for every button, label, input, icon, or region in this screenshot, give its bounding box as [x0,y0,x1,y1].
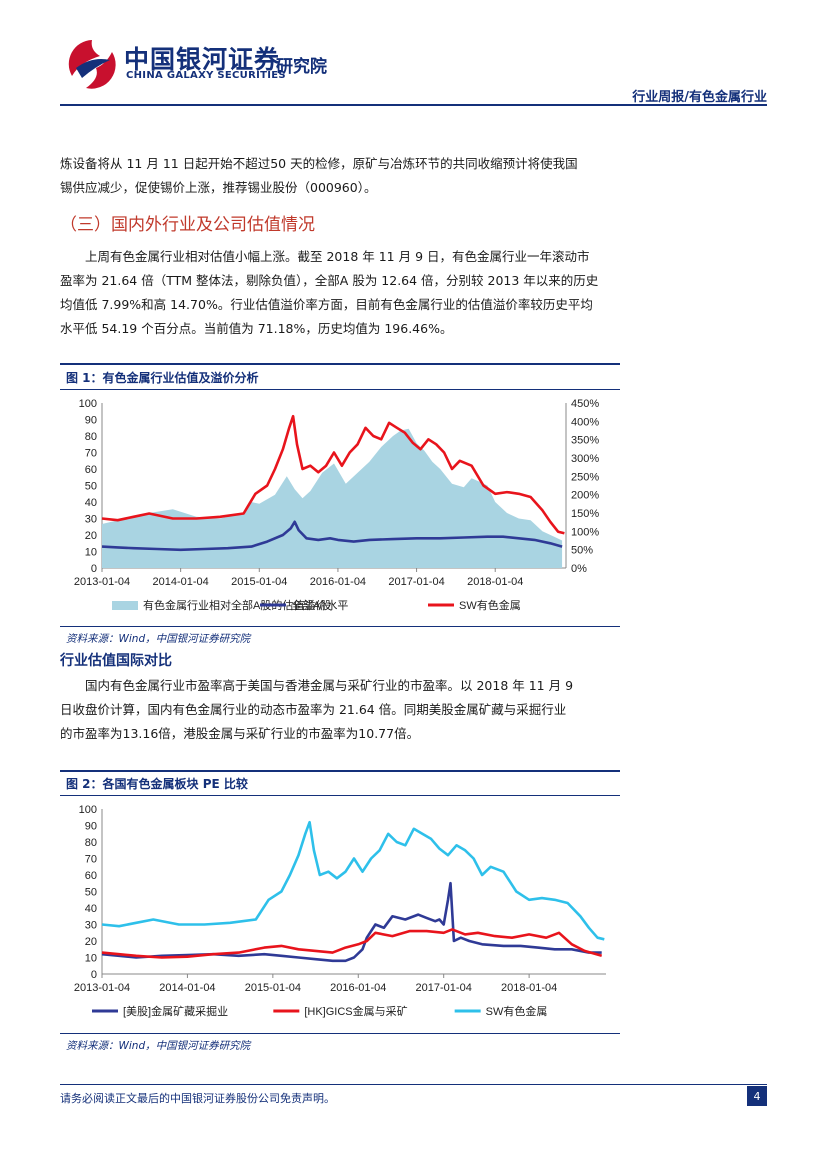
y-tick-label: 50 [85,887,97,899]
legend-label: SW有色金属 [486,1004,548,1018]
x-tick-label: 2016-01-04 [330,982,386,994]
paragraph-line: 盈率为 21.64 倍（TTM 整体法，剔除负值），全部A 股为 12.64 倍… [60,273,599,288]
y-tick-label: 80 [85,431,97,443]
x-tick-label: 2013-01-04 [74,982,130,994]
subsection-heading: 行业估值国际对比 [60,653,172,669]
page-number: 4 [747,1086,767,1106]
figure-2-source: 资料来源：Wind，中国银河证券研究院 [66,1040,251,1052]
y-tick-label: 40 [85,903,97,915]
figure-1-title-rule [60,389,620,390]
figure-2-top-rule [60,770,620,772]
y-tick-label: 60 [85,870,97,882]
paragraph-line: 水平低 54.19 个百分点。当前值为 71.18%，历史均值为 196.46%… [60,321,453,336]
x-tick-label: 2013-01-04 [74,576,130,588]
y-right-tick-label: 350% [571,435,599,447]
series-line-3 [101,820,605,941]
y-right-tick-label: 400% [571,416,599,428]
legend-swatch [112,601,138,610]
section-title: （三）国内外行业及公司估值情况 [60,215,315,235]
figure-1-title: 图 1：有色金属行业估值及溢价分析 [66,371,259,385]
figure-2-title-rule [60,795,620,796]
galaxy-logo [68,40,116,89]
y-right-tick-label: 100% [571,526,599,538]
y-tick-label: 100 [79,398,97,410]
paragraph-line: 锡供应减少，促使锡价上涨，推荐锡业股份（000960）。 [60,180,377,195]
paragraph-line: 国内有色金属行业市盈率高于美国与香港金属与采矿行业的市盈率。以 2018 年 1… [85,678,574,693]
paragraph-valuation: 上周有色金属行业相对估值小幅上涨。截至 2018 年 11 月 9 日，有色金属… [60,245,620,341]
y-tick-label: 10 [85,953,97,965]
y-tick-label: 70 [85,448,97,460]
legend-label: [美股]金属矿藏采掘业 [123,1004,228,1018]
legend-label: SW有色金属 [459,598,521,612]
paragraph-tin: 炼设备将从 11 月 11 日起开始不超过50 天的检修，原矿与冶炼环节的共同收… [60,152,620,200]
figure-1-source: 资料来源：Wind，中国银河证券研究院 [66,633,251,645]
x-tick-label: 2017-01-04 [388,576,444,588]
legend-label: 全部A股 [291,598,331,612]
y-tick-label: 30 [85,920,97,932]
y-tick-label: 20 [85,936,97,948]
x-tick-label: 2016-01-04 [310,576,366,588]
paragraph-line: 的市盈率为13.16倍，港股金属与采矿行业的市盈率为10.77倍。 [60,726,420,741]
y-tick-label: 50 [85,481,97,493]
y-right-tick-label: 50% [571,545,593,557]
y-right-tick-label: 0% [571,563,587,575]
y-tick-label: 10 [85,547,97,559]
y-right-tick-label: 300% [571,453,599,465]
y-tick-label: 0 [91,563,97,575]
legend-label: [HK]GICS金属与采矿 [304,1004,407,1018]
y-tick-label: 60 [85,464,97,476]
paragraph-line: 均值低 7.99%和高 14.70%。行业估值溢价率方面，目前有色金属行业的估值… [60,297,593,312]
x-tick-label: 2018-01-04 [467,576,523,588]
y-right-tick-label: 150% [571,508,599,520]
brand-name-cn: 中国银河证券 [124,45,281,74]
x-tick-label: 2015-01-04 [245,982,301,994]
header-divider [60,104,767,106]
y-tick-label: 20 [85,530,97,542]
series-line-1 [101,881,602,963]
y-tick-label: 40 [85,497,97,509]
x-tick-label: 2014-01-04 [153,576,209,588]
figure-2-title: 图 2：各国有色金属板块 PE 比较 [66,777,248,791]
series-line-2 [101,928,603,959]
y-tick-label: 80 [85,837,97,849]
figure-2-bottom-rule [60,1033,620,1034]
paragraph-line: 日收盘价计算，国内有色金属行业的动态市盈率为 21.64 倍。同期美股金属矿藏与… [60,702,567,717]
legend-label: 有色金属行业相对全部A股的估值溢价水平 [143,598,348,612]
figure-1-bottom-rule [60,626,620,627]
x-tick-label: 2017-01-04 [416,982,472,994]
y-right-tick-label: 250% [571,471,599,483]
y-tick-label: 90 [85,415,97,427]
figure-1-chart: 0 10 20 30 40 50 60 70 80 90 100 0% 50% 100% 150% 200% 2… [74,398,599,612]
y-tick-label: 100 [79,804,97,816]
institute-label: 研究院 [276,57,327,77]
footer-disclaimer: 请务必阅读正文最后的中国银河证券股份公司免责声明。 [60,1092,335,1105]
paragraph-line: 上周有色金属行业相对估值小幅上涨。截至 2018 年 11 月 9 日，有色金属… [85,249,590,264]
y-tick-label: 30 [85,514,97,526]
series-line-2 [101,520,563,552]
figure-1-top-rule [60,363,620,365]
report-type: 行业周报/有色金属行业 [632,90,767,105]
y-right-tick-label: 450% [571,398,599,410]
y-tick-label: 70 [85,854,97,866]
paragraph-line: 炼设备将从 11 月 11 日起开始不超过50 天的检修，原矿与冶炼环节的共同收… [60,156,578,171]
y-tick-label: 0 [91,969,97,981]
series-area-premium [102,428,563,568]
x-tick-label: 2018-01-04 [501,982,557,994]
x-tick-label: 2014-01-04 [159,982,215,994]
y-tick-label: 90 [85,821,97,833]
paragraph-international: 国内有色金属行业市盈率高于美国与香港金属与采矿行业的市盈率。以 2018 年 1… [60,674,620,746]
y-right-tick-label: 200% [571,490,599,502]
series-line-3 [101,414,565,535]
footer-divider [60,1084,767,1085]
brand-name-en: CHINA GALAXY SECURITIES [126,70,286,81]
x-tick-label: 2015-01-04 [231,576,287,588]
figure-2-chart: 0 10 20 30 40 50 60 70 80 90 100 2013-01-04 2014-01-… [74,804,606,1018]
